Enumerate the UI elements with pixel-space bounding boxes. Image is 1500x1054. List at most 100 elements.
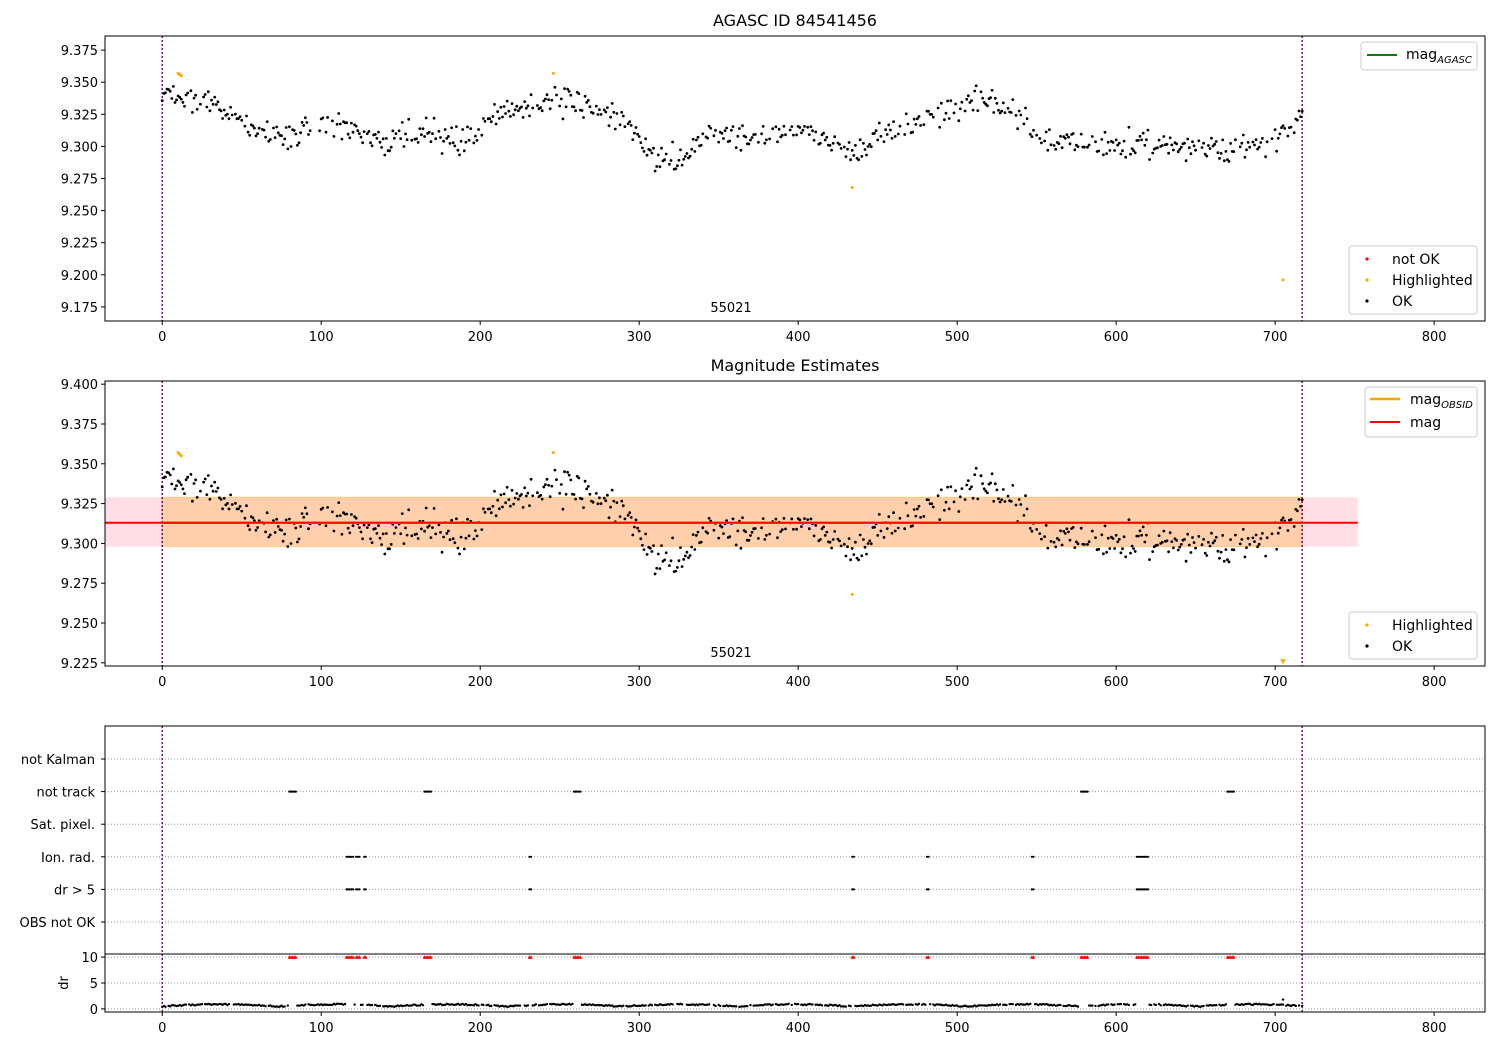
ok-point xyxy=(1202,141,1205,145)
ok-point xyxy=(696,530,700,534)
ok-point xyxy=(664,551,668,555)
ok-point xyxy=(596,113,600,116)
ok-point xyxy=(1113,149,1116,152)
ok-point xyxy=(671,140,674,144)
ok-point xyxy=(849,558,852,562)
ok-point xyxy=(749,534,752,537)
ok-point xyxy=(1168,136,1172,140)
ok-point xyxy=(305,512,309,516)
ok-point xyxy=(515,104,519,108)
ok-point xyxy=(559,97,563,101)
ok-point xyxy=(831,141,835,145)
flag-point xyxy=(927,888,930,891)
ok-point xyxy=(262,128,266,132)
ok-point xyxy=(685,550,689,554)
ok-point xyxy=(389,542,393,546)
ok-point xyxy=(1076,542,1080,546)
ok-point xyxy=(513,496,517,500)
ok-point xyxy=(338,514,342,517)
ok-point xyxy=(509,115,512,118)
ok-point xyxy=(264,135,267,139)
ok-point xyxy=(780,133,784,137)
ok-point xyxy=(216,100,220,104)
ok-point xyxy=(574,497,577,501)
ok-point xyxy=(375,532,379,535)
ok-point xyxy=(847,141,851,144)
ok-point xyxy=(1245,546,1248,549)
ok-point xyxy=(289,145,293,148)
ok-point xyxy=(483,510,487,514)
ok-point xyxy=(847,537,851,540)
ok-point xyxy=(1151,151,1155,155)
flag-point xyxy=(579,790,582,793)
legend-label-mag-obsid: magOBSID xyxy=(1410,392,1473,411)
ok-point xyxy=(502,492,506,496)
ok-point xyxy=(609,115,612,119)
panel-agasc-marks: 0 100 200 300 400 500 600 700 800 9.175 9.200 9.225… xyxy=(61,35,1486,345)
ok-point xyxy=(308,129,312,133)
panel-flags-frame xyxy=(104,725,1486,955)
ok-point xyxy=(968,101,972,104)
ok-point xyxy=(359,135,363,139)
ok-point xyxy=(949,485,953,489)
ok-point xyxy=(226,112,229,116)
ok-point xyxy=(350,121,353,125)
ok-point xyxy=(467,534,471,538)
ok-point xyxy=(286,545,290,548)
ok-point xyxy=(1176,150,1180,154)
flag-point xyxy=(852,888,855,891)
ok-point xyxy=(517,497,520,501)
ok-point xyxy=(1000,109,1004,113)
legend-marker-highlighted xyxy=(1365,623,1369,627)
ok-point xyxy=(680,565,684,568)
ok-point xyxy=(294,526,298,530)
flag-point xyxy=(528,888,531,891)
ok-point xyxy=(178,95,182,99)
flag-point xyxy=(1137,855,1140,858)
ok-point xyxy=(882,536,886,539)
ok-point xyxy=(695,138,698,142)
ok-point xyxy=(1060,146,1064,150)
ok-point xyxy=(877,121,881,125)
ok-point xyxy=(992,111,996,114)
ok-point xyxy=(693,548,697,551)
ok-point xyxy=(1257,542,1261,546)
ok-point xyxy=(542,99,546,103)
ok-point xyxy=(792,527,795,531)
ok-point xyxy=(800,131,803,135)
ok-point xyxy=(402,145,406,148)
ok-point xyxy=(936,494,940,498)
ok-point xyxy=(631,138,635,142)
ok-point xyxy=(866,145,870,148)
ok-point xyxy=(1229,538,1232,541)
ok-point xyxy=(1227,560,1231,564)
ok-point xyxy=(1024,106,1027,110)
highlighted-offscale-marker xyxy=(1280,659,1287,665)
panel-agasc-title: AGASC ID 84541456 xyxy=(713,11,877,30)
ok-point xyxy=(222,108,226,112)
ok-point xyxy=(246,524,250,528)
panel-agasc: 0 100 200 300 400 500 600 700 800 9.175 9.200 9.225… xyxy=(61,11,1486,345)
ok-point xyxy=(206,474,210,477)
ok-point xyxy=(230,113,234,117)
highlighted-point xyxy=(850,185,854,189)
ok-point xyxy=(502,105,506,108)
ok-point xyxy=(1276,531,1280,535)
ok-point xyxy=(1019,113,1023,117)
ok-point xyxy=(602,108,606,112)
ok-point xyxy=(1087,143,1091,147)
flag-point xyxy=(347,855,350,858)
ok-point xyxy=(669,159,673,162)
ok-point xyxy=(216,486,220,490)
ok-point xyxy=(381,137,385,141)
ok-point xyxy=(613,127,617,131)
dr-point xyxy=(1119,1002,1123,1006)
ok-point xyxy=(181,101,185,104)
ok-point xyxy=(434,532,438,536)
ok-point xyxy=(393,532,396,535)
ok-point xyxy=(819,141,822,145)
ok-point xyxy=(245,114,248,118)
panel-dr-ytick-label: 10 xyxy=(81,951,98,966)
ok-point xyxy=(365,526,369,529)
legend-label-highlighted: Highlighted xyxy=(1392,273,1473,289)
